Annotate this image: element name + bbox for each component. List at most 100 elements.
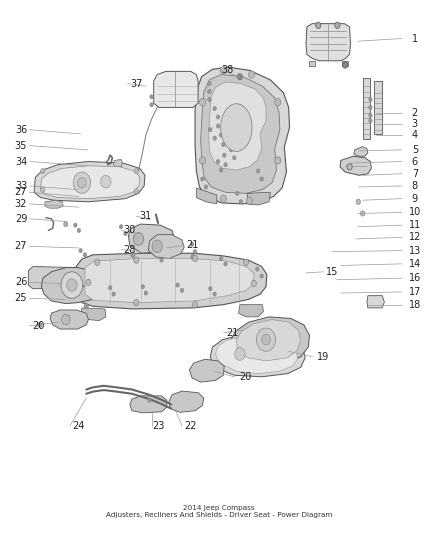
Text: 2: 2: [412, 108, 418, 118]
Circle shape: [192, 255, 198, 262]
Polygon shape: [210, 334, 305, 377]
Text: 34: 34: [15, 157, 27, 166]
Polygon shape: [45, 200, 63, 208]
Circle shape: [224, 262, 227, 266]
Text: 29: 29: [15, 214, 27, 224]
Text: 6: 6: [412, 157, 418, 166]
Text: 30: 30: [124, 225, 136, 236]
Text: 24: 24: [73, 421, 85, 431]
Text: 1: 1: [412, 34, 418, 44]
Circle shape: [275, 157, 281, 164]
Circle shape: [223, 153, 226, 157]
Circle shape: [41, 168, 45, 174]
Polygon shape: [75, 253, 267, 309]
Text: 17: 17: [409, 287, 421, 297]
Polygon shape: [215, 336, 297, 374]
Circle shape: [148, 398, 151, 402]
Polygon shape: [247, 192, 270, 205]
Polygon shape: [367, 296, 385, 308]
Circle shape: [216, 159, 220, 164]
Circle shape: [260, 274, 263, 278]
Text: 20: 20: [32, 321, 45, 331]
Text: 32: 32: [15, 199, 27, 209]
Circle shape: [224, 163, 227, 167]
Circle shape: [176, 283, 180, 287]
Text: 9: 9: [412, 193, 418, 204]
Circle shape: [235, 348, 245, 360]
Polygon shape: [363, 78, 371, 139]
Circle shape: [239, 200, 243, 204]
Polygon shape: [340, 156, 371, 175]
Circle shape: [74, 223, 77, 227]
Circle shape: [131, 252, 135, 257]
Polygon shape: [114, 159, 122, 167]
Circle shape: [316, 22, 321, 28]
Circle shape: [134, 257, 139, 263]
Polygon shape: [342, 61, 348, 66]
Text: 14: 14: [409, 259, 421, 269]
Polygon shape: [50, 310, 88, 329]
Circle shape: [247, 197, 253, 205]
Polygon shape: [169, 391, 204, 413]
Circle shape: [208, 127, 212, 132]
Circle shape: [73, 172, 91, 193]
Circle shape: [213, 136, 216, 140]
Text: 20: 20: [239, 372, 251, 382]
Polygon shape: [81, 308, 106, 320]
Circle shape: [134, 300, 139, 306]
Polygon shape: [85, 259, 254, 303]
Text: 4: 4: [412, 130, 418, 140]
Circle shape: [249, 71, 254, 78]
Circle shape: [61, 272, 83, 298]
Circle shape: [152, 240, 162, 253]
Text: 27: 27: [15, 241, 27, 252]
Circle shape: [124, 231, 127, 236]
Circle shape: [236, 191, 239, 196]
Text: 16: 16: [409, 273, 421, 283]
Circle shape: [134, 189, 138, 194]
Circle shape: [83, 253, 87, 257]
Circle shape: [86, 279, 91, 286]
Circle shape: [190, 242, 194, 246]
Circle shape: [84, 304, 88, 309]
Circle shape: [369, 118, 372, 123]
Polygon shape: [154, 71, 198, 108]
Circle shape: [219, 133, 223, 137]
Circle shape: [255, 267, 259, 271]
Text: 36: 36: [15, 125, 27, 135]
Polygon shape: [201, 75, 280, 193]
Circle shape: [193, 249, 197, 254]
Text: 7: 7: [412, 169, 418, 179]
Circle shape: [356, 199, 360, 205]
Circle shape: [201, 177, 204, 181]
Polygon shape: [195, 67, 290, 204]
Circle shape: [256, 169, 260, 173]
Text: 12: 12: [409, 232, 421, 243]
Circle shape: [150, 95, 153, 99]
Polygon shape: [354, 147, 368, 156]
Circle shape: [150, 103, 153, 107]
Circle shape: [192, 302, 198, 308]
Polygon shape: [237, 319, 301, 361]
Circle shape: [360, 211, 365, 216]
Circle shape: [208, 90, 211, 94]
Circle shape: [369, 98, 372, 102]
Circle shape: [78, 177, 86, 188]
Circle shape: [180, 288, 184, 293]
Circle shape: [64, 221, 68, 227]
Text: 28: 28: [124, 245, 136, 255]
Polygon shape: [306, 23, 350, 61]
Text: 37: 37: [130, 78, 142, 88]
Text: 5: 5: [412, 145, 418, 155]
Polygon shape: [34, 161, 145, 202]
Circle shape: [67, 279, 77, 292]
Text: 10: 10: [409, 207, 421, 217]
Ellipse shape: [221, 104, 252, 151]
Circle shape: [256, 328, 276, 351]
Circle shape: [230, 148, 233, 152]
Text: 19: 19: [317, 352, 329, 361]
Circle shape: [347, 164, 352, 170]
Circle shape: [369, 106, 372, 110]
Text: 26: 26: [15, 277, 27, 287]
Circle shape: [219, 168, 223, 172]
